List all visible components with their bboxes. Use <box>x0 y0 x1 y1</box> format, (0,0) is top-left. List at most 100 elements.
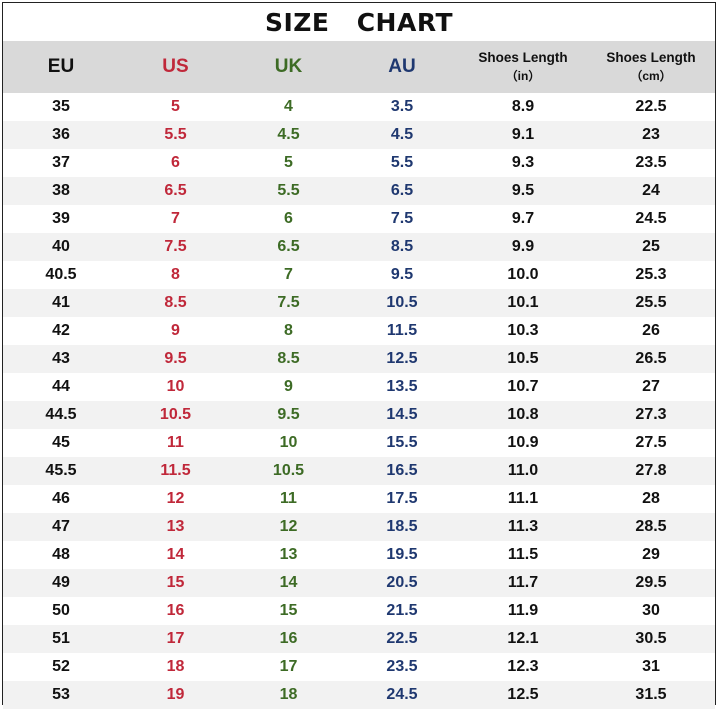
cell-au: 7.5 <box>390 210 414 227</box>
cell-length-in: 11.9 <box>507 602 539 619</box>
cell-length-cm: 22.5 <box>635 98 667 115</box>
table-row: 35 5 4 3.5 8.9 22.5 <box>3 93 715 121</box>
header-length-in-unit: （in） <box>505 69 541 83</box>
cell-eu: 46 <box>52 490 70 507</box>
cell-us: 5 <box>171 98 180 115</box>
header-eu: EU <box>47 56 75 77</box>
cell-length-cm: 23.5 <box>635 154 667 171</box>
cell-us: 5.5 <box>164 126 187 143</box>
table-row: 38 6.5 5.5 6.5 9.5 24 <box>3 177 715 205</box>
cell-eu: 43 <box>52 350 70 367</box>
cell-length-in: 9.7 <box>511 210 535 227</box>
cell-eu: 49 <box>52 574 70 591</box>
table-row: 44 10 9 13.5 10.7 27 <box>3 373 715 401</box>
cell-eu: 45 <box>52 434 70 451</box>
table-row: 44.5 10.5 9.5 14.5 10.8 27.3 <box>3 401 715 429</box>
table-row: 52 18 17 23.5 12.3 31 <box>3 653 715 681</box>
table-row: 45.5 11.5 10.5 16.5 11.0 27.8 <box>3 457 715 485</box>
cell-length-in: 10.5 <box>507 350 539 367</box>
cell-au: 19.5 <box>386 546 418 563</box>
cell-au: 8.5 <box>390 238 414 255</box>
cell-us: 9 <box>171 322 180 339</box>
cell-uk: 12 <box>279 518 298 535</box>
cell-length-in: 11.0 <box>507 462 539 479</box>
cell-au: 15.5 <box>386 434 418 451</box>
cell-length-cm: 27.5 <box>635 434 667 451</box>
cell-uk: 5 <box>284 154 293 171</box>
cell-au: 4.5 <box>390 126 414 143</box>
cell-eu: 44.5 <box>45 406 77 423</box>
cell-uk: 6 <box>284 210 293 227</box>
cell-length-cm: 28.5 <box>635 518 667 535</box>
cell-length-cm: 30 <box>642 602 660 619</box>
cell-length-cm: 25.5 <box>635 294 667 311</box>
table-row: 40 7.5 6.5 8.5 9.9 25 <box>3 233 715 261</box>
cell-length-cm: 26.5 <box>635 350 667 367</box>
cell-us: 14 <box>166 546 185 563</box>
table-body: 35 5 4 3.5 8.9 22.5 36 5.5 4.5 4.5 9.1 23 37 6 5 5.5 9.3… <box>3 93 715 709</box>
cell-us: 6.5 <box>164 182 187 199</box>
header-us: US <box>162 56 189 77</box>
cell-us: 12 <box>166 490 185 507</box>
cell-us: 6 <box>171 154 180 171</box>
table-row: 37 6 5 5.5 9.3 23.5 <box>3 149 715 177</box>
cell-length-cm: 23 <box>642 126 660 143</box>
cell-au: 21.5 <box>386 602 418 619</box>
cell-uk: 6.5 <box>277 238 300 255</box>
cell-length-cm: 29 <box>642 546 660 563</box>
cell-length-cm: 26 <box>642 322 660 339</box>
cell-length-cm: 27.8 <box>635 462 667 479</box>
cell-length-in: 11.1 <box>507 490 539 507</box>
cell-uk: 5.5 <box>277 182 300 199</box>
cell-us: 10 <box>166 378 185 395</box>
cell-length-cm: 28 <box>642 490 660 507</box>
cell-us: 16 <box>166 602 185 619</box>
cell-length-in: 11.7 <box>507 574 539 591</box>
cell-au: 10.5 <box>386 294 418 311</box>
cell-uk: 10.5 <box>272 462 305 479</box>
cell-eu: 38 <box>52 182 70 199</box>
cell-length-in: 12.3 <box>507 658 539 675</box>
cell-length-in: 10.8 <box>507 406 539 423</box>
cell-length-in: 9.1 <box>511 126 535 143</box>
chart-title: SIZE CHART <box>264 8 453 37</box>
cell-length-cm: 24.5 <box>635 210 667 227</box>
cell-eu: 44 <box>52 378 70 395</box>
cell-length-cm: 27.3 <box>635 406 667 423</box>
cell-us: 15 <box>166 574 185 591</box>
table-row: 36 5.5 4.5 4.5 9.1 23 <box>3 121 715 149</box>
cell-length-cm: 27 <box>642 378 660 395</box>
table-row: 50 16 15 21.5 11.9 30 <box>3 597 715 625</box>
cell-au: 16.5 <box>386 462 418 479</box>
cell-eu: 39 <box>52 210 70 227</box>
cell-us: 19 <box>166 686 185 703</box>
cell-length-in: 12.5 <box>507 686 539 703</box>
cell-au: 23.5 <box>386 658 418 675</box>
cell-eu: 50 <box>52 602 70 619</box>
cell-length-cm: 30.5 <box>635 630 667 647</box>
table-row: 40.5 8 7 9.5 10.0 25.3 <box>3 261 715 289</box>
cell-length-cm: 31 <box>642 658 660 675</box>
cell-us: 8.5 <box>164 294 187 311</box>
cell-au: 13.5 <box>386 378 418 395</box>
cell-uk: 4.5 <box>277 126 300 143</box>
cell-uk: 4 <box>284 98 293 115</box>
cell-length-in: 8.9 <box>511 98 535 115</box>
cell-eu: 52 <box>52 658 70 675</box>
cell-us: 11.5 <box>160 462 191 479</box>
cell-length-in: 10.0 <box>507 266 539 283</box>
cell-au: 22.5 <box>386 630 418 647</box>
cell-uk: 7.5 <box>277 294 300 311</box>
table-row: 47 13 12 18.5 11.3 28.5 <box>3 513 715 541</box>
cell-uk: 18 <box>279 686 298 703</box>
cell-us: 17 <box>166 630 185 647</box>
cell-uk: 7 <box>284 266 293 283</box>
cell-eu: 37 <box>52 154 70 171</box>
cell-eu: 45.5 <box>45 462 77 479</box>
cell-uk: 13 <box>279 546 298 563</box>
header-length-cm: Shoes Length （cm） <box>587 41 715 93</box>
cell-eu: 42 <box>52 322 70 339</box>
cell-us: 11 <box>167 434 184 451</box>
header-length-in-label: Shoes Length <box>478 50 568 65</box>
